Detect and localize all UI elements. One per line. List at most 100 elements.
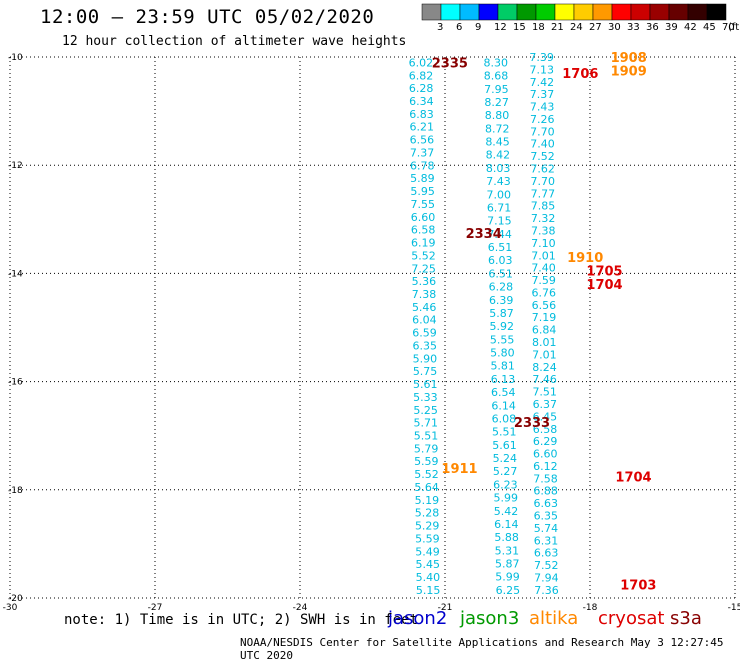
- wave-height-value: 5.45: [415, 558, 440, 571]
- wave-height-value: 6.59: [412, 327, 437, 340]
- pass-time-label: 1705: [586, 265, 622, 280]
- wave-height-value: 6.35: [412, 339, 437, 352]
- wave-height-value: 7.01: [532, 348, 557, 361]
- wave-height-value: 7.70: [531, 175, 556, 188]
- wave-height-value: 6.19: [411, 237, 436, 250]
- wave-height-value: 7.15: [487, 215, 512, 228]
- wave-height-value: 5.88: [494, 531, 519, 544]
- wave-height-value: 8.45: [485, 136, 510, 149]
- wave-height-value: 6.51: [488, 267, 513, 280]
- wave-height-value: 6.78: [410, 159, 435, 172]
- color-scale-label: 33: [627, 22, 640, 33]
- wave-height-value: 8.24: [532, 361, 557, 374]
- color-scale-label: 6: [456, 22, 463, 33]
- wave-height-value: 5.87: [489, 307, 514, 320]
- wave-height-value: 7.52: [534, 559, 559, 572]
- y-tick-label: -14: [8, 269, 23, 279]
- wave-height-value: 6.56: [532, 299, 557, 312]
- wave-height-value: 7.43: [486, 175, 511, 188]
- wave-height-value: 5.46: [412, 301, 437, 314]
- wave-height-value: 5.40: [416, 571, 441, 584]
- wave-height-value: 5.36: [412, 275, 437, 288]
- wave-height-value: 5.52: [414, 468, 439, 481]
- wave-height-value: 5.59: [415, 532, 440, 545]
- pass-time-label: 1704: [615, 470, 651, 485]
- wave-height-value: 7.62: [530, 163, 555, 176]
- x-tick-label: -18: [583, 603, 598, 613]
- wave-height-value: 6.60: [533, 448, 558, 461]
- wave-height-value: 5.15: [416, 584, 441, 597]
- pass-time-label: 1910: [567, 251, 603, 266]
- wave-height-value: 5.29: [415, 520, 440, 533]
- wave-height-value: 5.99: [493, 492, 518, 505]
- wave-height-value: 5.80: [490, 347, 515, 360]
- color-scale-bar: [421, 3, 727, 21]
- wave-height-value: 7.70: [530, 125, 555, 138]
- wave-height-value: 5.64: [414, 481, 439, 494]
- x-tick-label: -27: [148, 603, 163, 613]
- x-tick-label: -15: [728, 603, 740, 613]
- wave-height-value: 7.58: [533, 472, 558, 485]
- wave-height-value: 6.34: [409, 95, 434, 108]
- wave-height-value: 6.14: [491, 399, 516, 412]
- color-scale-label: 12: [494, 22, 507, 33]
- wave-height-value: 5.79: [414, 442, 439, 455]
- wave-height-value: 8.03: [486, 162, 511, 175]
- wave-height-value: 8.01: [532, 336, 557, 349]
- footer-credit: NOAA/NESDIS Center for Satellite Applica…: [240, 636, 724, 662]
- wave-height-value: 6.63: [533, 497, 558, 510]
- wave-height-value: 7.42: [530, 76, 555, 89]
- wave-height-value: 7.10: [531, 237, 556, 250]
- wave-height-value: 6.03: [488, 254, 513, 267]
- wave-height-value: 5.74: [534, 522, 559, 535]
- wave-height-value: 7.55: [411, 198, 436, 211]
- wave-height-value: 6.21: [409, 121, 434, 134]
- color-scale-label: 45: [703, 22, 716, 33]
- wave-height-value: 6.02: [409, 56, 434, 69]
- wave-height-value: 5.24: [493, 452, 518, 465]
- x-tick-label: -21: [438, 603, 453, 613]
- wave-height-value: 6.51: [488, 241, 513, 254]
- wave-height-value: 5.31: [495, 544, 520, 557]
- x-tick-label: -24: [293, 603, 308, 613]
- wave-height-value: 7.40: [530, 138, 555, 151]
- wave-height-value: 6.23: [493, 478, 518, 491]
- wave-height-value: 7.51: [532, 386, 557, 399]
- wave-height-value: 7.77: [531, 187, 556, 200]
- y-tick-label: -16: [8, 378, 23, 388]
- wave-height-value: 6.71: [487, 201, 512, 214]
- y-tick-label: -10: [8, 53, 23, 63]
- wave-height-value: 7.44: [487, 228, 512, 241]
- wave-height-value: 5.28: [415, 507, 440, 520]
- wave-height-value: 7.26: [530, 113, 555, 126]
- wave-height-value: 6.39: [489, 294, 514, 307]
- wave-height-value: 6.82: [409, 69, 434, 82]
- page-subtitle: 12 hour collection of altimeter wave hei…: [62, 34, 407, 49]
- wave-height-value: 7.52: [530, 150, 555, 163]
- color-scale-label: 15: [513, 22, 526, 33]
- color-scale-label: 27: [589, 22, 602, 33]
- wave-height-value: 5.42: [494, 505, 519, 518]
- wave-height-value: 6.25: [496, 584, 521, 597]
- wave-height-value: 6.12: [533, 460, 558, 473]
- wave-height-value: 7.38: [531, 224, 556, 237]
- legend-jason3: jason3: [460, 608, 520, 629]
- wave-height-value: 5.25: [413, 404, 438, 417]
- wave-height-value: 5.87: [495, 558, 520, 571]
- wave-height-value: 7.85: [531, 200, 556, 213]
- wave-height-value: 5.55: [490, 333, 515, 346]
- wave-height-value: 8.30: [484, 56, 509, 69]
- pass-time-label: 2335: [432, 56, 468, 71]
- wave-height-value: 6.08: [492, 412, 517, 425]
- wave-height-value: 6.56: [410, 134, 435, 147]
- wave-height-value: 6.76: [532, 286, 557, 299]
- color-scale-label: 18: [532, 22, 545, 33]
- wave-height-value: 5.49: [415, 545, 440, 558]
- wave-height-value: 5.71: [414, 417, 439, 430]
- wave-height-value: 8.27: [484, 96, 509, 109]
- wave-height-value: 5.51: [414, 430, 439, 443]
- wave-height-value: 5.33: [413, 391, 438, 404]
- wave-height-value: 7.25: [411, 262, 436, 275]
- wave-height-value: 5.52: [411, 249, 436, 262]
- wave-height-value: 8.68: [484, 70, 509, 83]
